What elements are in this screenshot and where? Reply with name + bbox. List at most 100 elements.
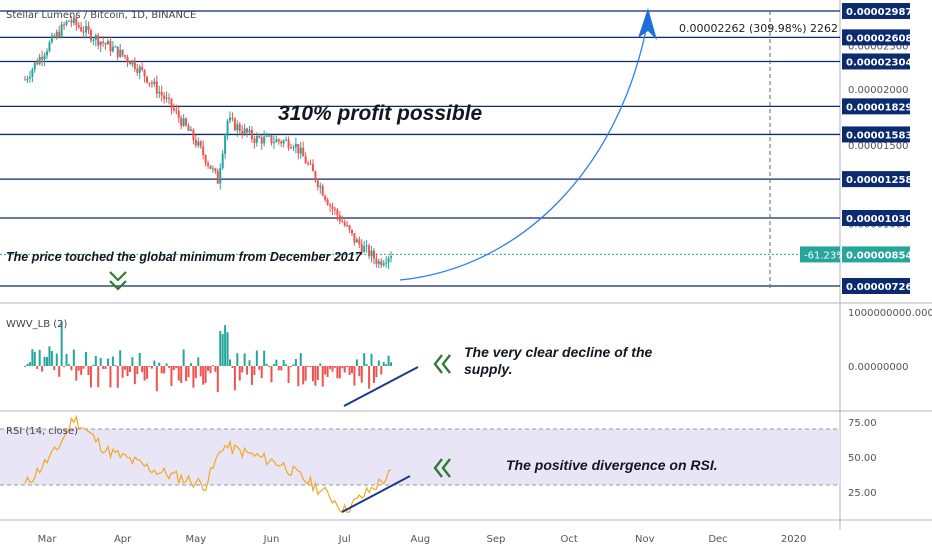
time-tick-label: Nov xyxy=(635,534,655,545)
volume-bar xyxy=(260,366,263,379)
candle-body xyxy=(65,21,68,25)
rsi-tick-label: 25.00 xyxy=(848,488,877,499)
volume-bar xyxy=(360,366,363,383)
volume-bar xyxy=(85,351,88,366)
volume-bar xyxy=(55,353,58,366)
volume-tick-label: 0.00000000 xyxy=(848,362,908,373)
volume-bar xyxy=(89,366,92,388)
candle-body xyxy=(80,27,83,32)
candle-body xyxy=(255,135,258,143)
volume-bar xyxy=(280,366,283,371)
level-price-badge xyxy=(842,29,910,46)
candle-body xyxy=(214,168,217,172)
candle-body xyxy=(92,39,95,41)
volume-bar xyxy=(380,366,383,375)
candle-body xyxy=(155,81,158,94)
volume-bar xyxy=(297,366,300,387)
candle-body xyxy=(390,256,393,258)
volume-bar xyxy=(270,366,273,383)
candle-body xyxy=(63,24,66,26)
candle-body xyxy=(207,163,210,166)
price-tick-label: 0.00002000 xyxy=(848,85,908,96)
time-tick-label: Dec xyxy=(708,534,727,545)
candle-body xyxy=(216,171,219,184)
down-chevron-icon xyxy=(109,271,127,282)
candle-body xyxy=(287,139,290,148)
volume-bar xyxy=(372,366,375,383)
rsi-pane-title: RSI (14, close) xyxy=(6,426,79,437)
candle-body xyxy=(275,139,278,143)
volume-bar xyxy=(292,364,295,366)
candle-body xyxy=(243,128,246,135)
volume-bar xyxy=(53,366,56,371)
candle-body xyxy=(277,139,280,142)
time-tick-label: Mar xyxy=(38,534,58,545)
supply-chevron-icon xyxy=(433,354,443,374)
volume-pane-title: WWV_LB (2) xyxy=(6,319,68,330)
volume-bar xyxy=(277,366,280,371)
volume-bar xyxy=(111,356,114,366)
volume-bar xyxy=(104,366,107,369)
volume-bar xyxy=(38,349,41,366)
volume-bar xyxy=(146,366,149,379)
time-tick-label: Sep xyxy=(487,534,506,545)
volume-bar xyxy=(28,362,31,366)
volume-bar xyxy=(309,366,312,367)
volume-bar xyxy=(348,366,351,376)
level-price-badge xyxy=(842,126,910,143)
rsi-chevron-icon xyxy=(433,458,443,478)
measure-label: 0.00002262 (309.98%) 2262 xyxy=(679,22,838,35)
candle-body xyxy=(175,109,178,111)
volume-bar xyxy=(290,366,292,367)
volume-bar xyxy=(316,366,319,380)
candle-body xyxy=(292,147,295,149)
volume-bar xyxy=(202,366,205,385)
volume-bar xyxy=(321,366,324,387)
volume-bar xyxy=(133,366,136,385)
candle-body xyxy=(202,146,205,156)
projection-arrowhead xyxy=(638,8,657,40)
volume-bar xyxy=(153,360,156,366)
candle-body xyxy=(307,163,310,165)
candle-body xyxy=(263,136,266,144)
candle-body xyxy=(321,185,324,196)
global-min-annotation: The price touched the global minimum fro… xyxy=(6,250,362,264)
candle-body xyxy=(372,250,375,259)
volume-bar xyxy=(258,366,261,370)
candle-body xyxy=(238,124,241,132)
price-tick-label: 0.00001500 xyxy=(848,141,908,152)
candle-body xyxy=(316,180,319,188)
volume-bar xyxy=(107,358,109,366)
candle-body xyxy=(382,263,385,266)
level-price-label: 0.00001829 xyxy=(846,102,912,113)
candle-body xyxy=(253,138,256,143)
candle-body xyxy=(148,82,151,84)
volume-bar xyxy=(192,366,195,388)
candle-body xyxy=(141,66,144,70)
volume-bar xyxy=(248,360,251,366)
volume-bar xyxy=(46,357,48,366)
volume-bar xyxy=(197,357,200,366)
volume-bar xyxy=(370,353,373,366)
candle-body xyxy=(226,120,229,136)
candle-body xyxy=(177,110,180,118)
change-badge xyxy=(800,246,840,263)
candle-body xyxy=(333,208,336,210)
volume-bar xyxy=(329,366,332,369)
candle-body xyxy=(150,82,153,84)
volume-bar xyxy=(131,357,134,366)
candle-body xyxy=(268,135,271,137)
current-price-label: 0.00000854 xyxy=(846,250,912,261)
candle-body xyxy=(97,35,100,46)
candle-body xyxy=(104,43,107,45)
candle-body xyxy=(385,262,388,264)
volume-bar xyxy=(121,366,124,378)
volume-bar xyxy=(285,364,288,366)
volume-bar xyxy=(331,366,334,372)
candle-body xyxy=(43,55,46,60)
candle-body xyxy=(363,246,366,253)
candle-body xyxy=(116,46,119,57)
volume-bar xyxy=(168,366,170,368)
volume-bar xyxy=(75,366,78,381)
